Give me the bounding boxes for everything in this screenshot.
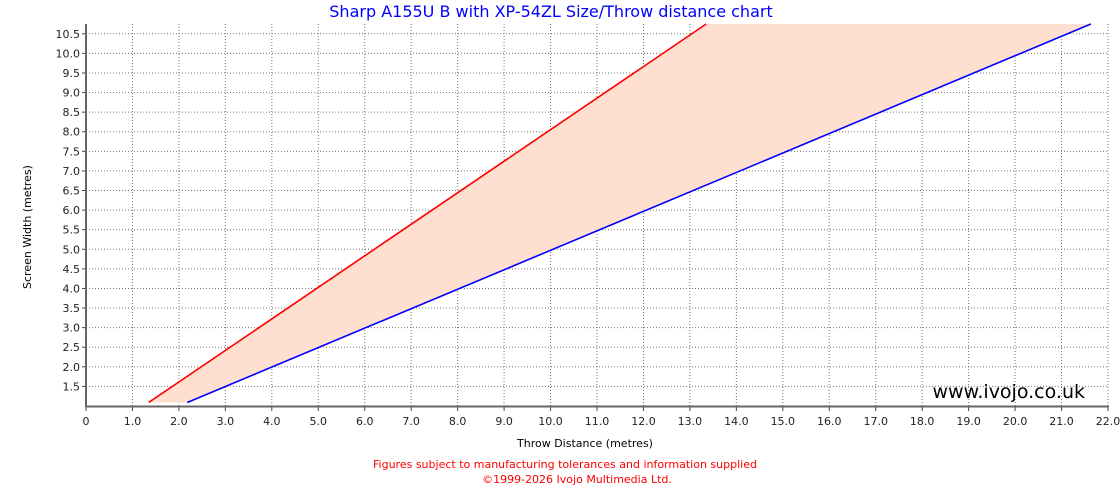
x-tick-label: 22.0 [1096,415,1120,428]
chart-title: Sharp A155U B with XP-54ZL Size/Throw di… [329,2,772,21]
y-tick-label: 6.0 [63,204,81,217]
y-tick-label: 2.5 [63,341,81,354]
y-tick-label: 8.5 [63,106,81,119]
footer-copyright: ©1999-2026 Ivojo Multimedia Ltd. [482,473,672,486]
x-tick-label: 11.0 [585,415,610,428]
x-tick-label: 6.0 [356,415,374,428]
throw-range-fill [148,24,1109,403]
x-tick-label: 18.0 [910,415,935,428]
x-tick-label: 3.0 [217,415,235,428]
y-tick-label: 4.5 [63,263,81,276]
x-tick-label: 2.0 [170,415,188,428]
y-tick-label: 8.0 [63,126,81,139]
x-tick-label: 14.0 [724,415,749,428]
y-tick-label: 7.0 [63,165,81,178]
x-tick-label: 21.0 [1049,415,1074,428]
x-tick-label: 20.0 [1003,415,1028,428]
x-tick-label: 4.0 [263,415,281,428]
x-tick-label: 17.0 [863,415,888,428]
series-lines [148,23,1092,404]
x-tick-label: 19.0 [956,415,981,428]
x-tick-label: 12.0 [631,415,656,428]
x-tick-label: 16.0 [817,415,842,428]
y-tick-label: 5.5 [63,224,81,237]
x-tick-label: 13.0 [678,415,703,428]
y-tick-label: 7.5 [63,145,81,158]
footer-disclaimer: Figures subject to manufacturing toleran… [373,458,757,471]
y-tick-label: 10.5 [56,28,81,41]
y-tick-label: 9.5 [63,67,81,80]
y-tick-label: 3.0 [63,322,81,335]
x-tick-label: 7.0 [402,415,420,428]
y-tick-label: 4.0 [63,282,81,295]
y-tick-label: 9.0 [63,87,81,100]
y-tick-label: 10.0 [56,47,81,60]
x-axis-label: Throw Distance (metres) [516,437,653,450]
watermark: www.ivojo.co.uk [933,381,1086,403]
x-tick-label: 10.0 [538,415,563,428]
y-tick-label: 2.0 [63,361,81,374]
x-tick-label: 15.0 [771,415,796,428]
y-tick-label: 3.5 [63,302,81,315]
x-tick-label: 9.0 [495,415,513,428]
x-tick-label: 8.0 [449,415,467,428]
y-tick-label: 6.5 [63,185,81,198]
max-throw-line [186,23,1092,404]
min-throw-line [148,23,707,404]
y-tick-label: 5.0 [63,243,81,256]
y-tick-label: 1.5 [63,380,81,393]
x-tick-label: 5.0 [310,415,328,428]
x-tick-label: 0 [83,415,90,428]
x-tick-label: 1.0 [124,415,142,428]
y-axis-label: Screen Width (metres) [21,165,34,289]
axis-ticks: 0 1.0 2.0 3.0 4.0 5.0 6.0 7.0 8.0 9.0 10.0 11.0 12.0… [56,28,1120,428]
